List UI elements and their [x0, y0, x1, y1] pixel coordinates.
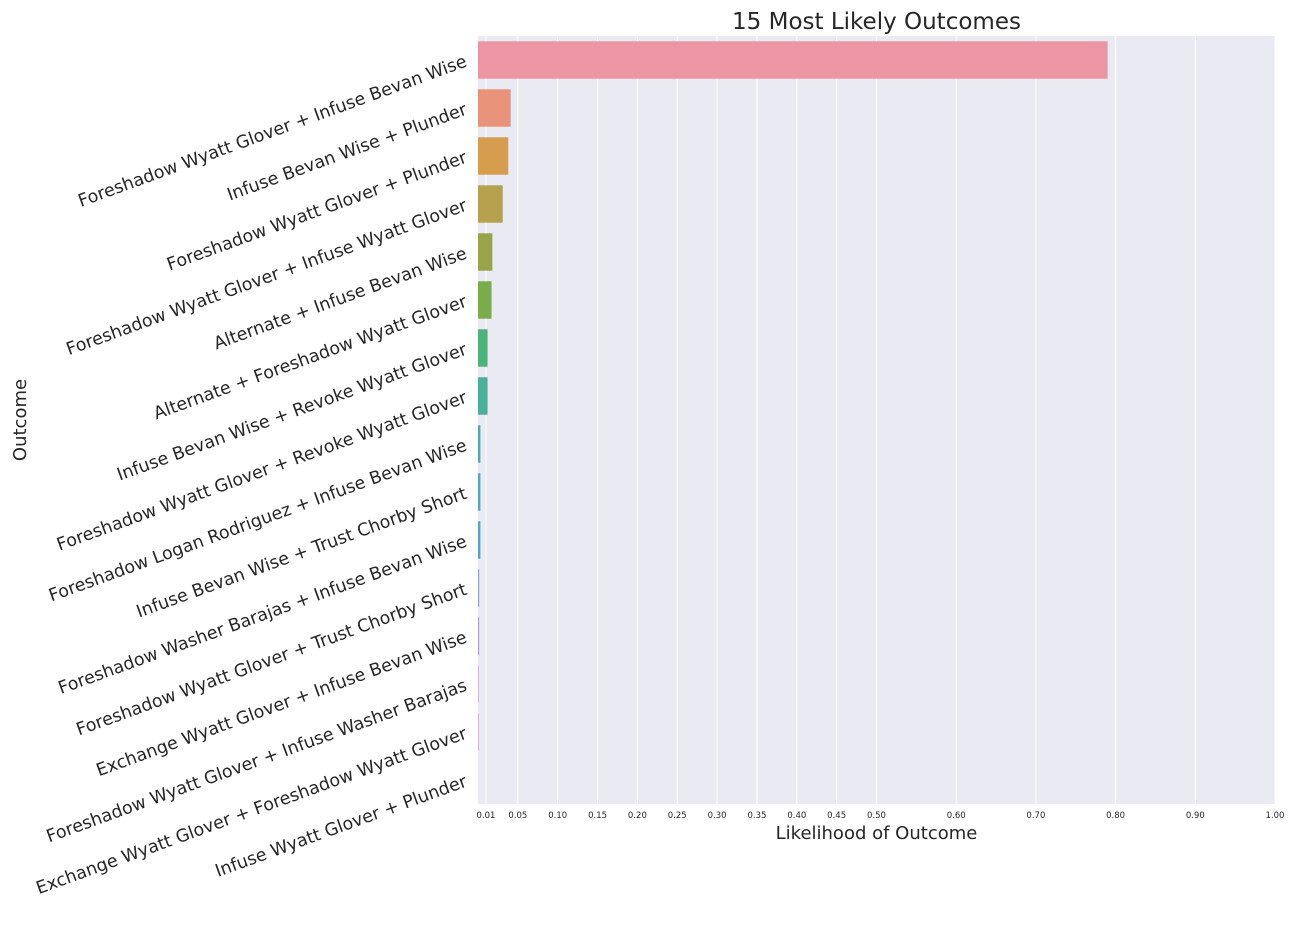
x-tick-label: 0.10: [548, 811, 567, 821]
bar: [478, 41, 1108, 79]
x-axis-label: Likelihood of Outcome: [776, 823, 978, 844]
bar: [478, 425, 481, 463]
bar: [478, 521, 481, 559]
x-tick-label: 0.01: [477, 811, 496, 821]
y-axis-label: Outcome: [10, 379, 31, 461]
bar: [478, 617, 480, 655]
x-tick-label: 0.05: [508, 811, 527, 821]
x-tick-label: 0.25: [668, 811, 687, 821]
bar: [478, 473, 481, 511]
bar: [478, 329, 488, 367]
x-tick-label: 0.50: [867, 811, 886, 821]
grid-lines: [485, 36, 1276, 804]
bar: [478, 185, 503, 223]
bar: [478, 89, 511, 127]
bar: [478, 281, 492, 319]
x-tick-label: 0.80: [1106, 811, 1125, 821]
bar: [478, 713, 479, 751]
x-tick-label: 0.60: [947, 811, 966, 821]
bars: [478, 41, 1108, 751]
x-tick-label: 0.20: [628, 811, 647, 821]
x-tick-label: 0.30: [708, 811, 727, 821]
x-tick-label: 0.40: [787, 811, 806, 821]
bar: [478, 569, 480, 607]
x-tick-label: 0.45: [827, 811, 846, 821]
y-axis-ticks: Foreshadow Wyatt Glover + Infuse Bevan W…: [34, 52, 471, 899]
bar: [478, 233, 493, 271]
x-tick-label: 0.15: [588, 811, 607, 821]
x-tick-label: 1.00: [1266, 811, 1285, 821]
bar: [478, 137, 509, 175]
bar: [478, 377, 488, 415]
x-axis-ticks: 0.01 0.05 0.10 0.15 0.20 0.25 0.30 0.35 0.40 0.45…: [477, 811, 1285, 821]
x-tick-label: 0.35: [747, 811, 766, 821]
x-tick-label: 0.70: [1026, 811, 1045, 821]
bar: [478, 665, 479, 703]
chart-title: 15 Most Likely Outcomes: [732, 9, 1021, 35]
x-tick-label: 0.90: [1186, 811, 1205, 821]
